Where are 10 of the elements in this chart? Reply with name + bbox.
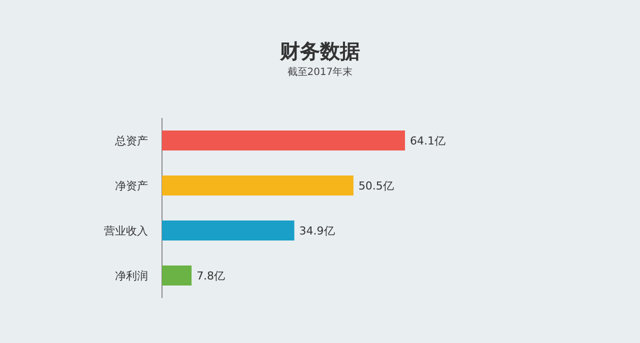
data-label: 50.5亿 bbox=[358, 180, 394, 192]
y-tick-label: 总资产 bbox=[114, 134, 148, 148]
y-tick-label: 净利润 bbox=[115, 270, 148, 282]
chart-subtitle: 截至2017年末 bbox=[287, 66, 353, 78]
data-label: 64.1亿 bbox=[410, 134, 446, 148]
y-tick-label: 净资产 bbox=[115, 180, 148, 192]
data-label: 7.8亿 bbox=[196, 270, 226, 282]
chart-title: 财务数据 bbox=[279, 39, 360, 63]
y-tick-label: 营业收入 bbox=[104, 224, 148, 238]
data-label: 34.9亿 bbox=[299, 224, 335, 238]
